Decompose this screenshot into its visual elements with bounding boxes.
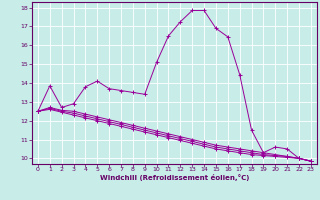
X-axis label: Windchill (Refroidissement éolien,°C): Windchill (Refroidissement éolien,°C) bbox=[100, 174, 249, 181]
